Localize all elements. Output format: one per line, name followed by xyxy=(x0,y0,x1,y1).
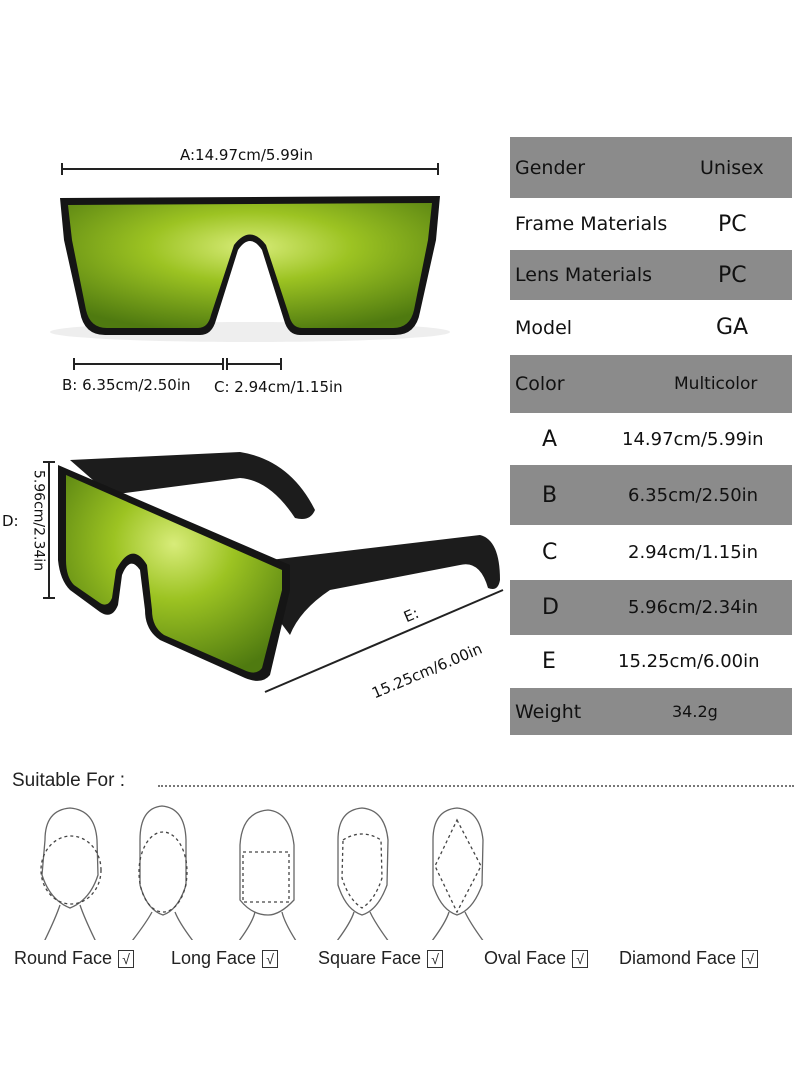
face-label: Square Face xyxy=(318,948,422,968)
dimension-e-line xyxy=(264,589,504,693)
spec-label: A xyxy=(542,426,558,452)
spec-value: 6.35cm/2.50in xyxy=(628,484,759,506)
lens-angled xyxy=(66,475,282,673)
dimension-a-label: A:14.97cm/5.99in xyxy=(180,146,313,164)
face-option-square: Square Face √ xyxy=(318,948,444,969)
dimension-b-label: B: 6.35cm/2.50in xyxy=(62,376,191,394)
spec-label: Weight xyxy=(515,700,582,723)
dimension-d-label: D: xyxy=(2,512,19,530)
face-option-diamond: Diamond Face √ xyxy=(619,948,759,969)
spec-label: E xyxy=(542,649,556,674)
spec-row-b: B 6.35cm/2.50in xyxy=(510,465,792,525)
face-option-oval: Oval Face √ xyxy=(484,948,589,969)
face-option-long: Long Face √ xyxy=(171,948,279,969)
spec-value: PC xyxy=(718,262,747,288)
near-temple xyxy=(270,535,500,635)
spec-value: Multicolor xyxy=(674,374,758,394)
spec-value: 34.2g xyxy=(672,702,718,721)
spec-label: Lens Materials xyxy=(515,264,653,286)
spec-value: PC xyxy=(718,211,747,237)
face-label: Round Face xyxy=(14,948,113,968)
face-label: Oval Face xyxy=(484,948,567,968)
diamond-face-icon xyxy=(431,807,484,940)
spec-label: Model xyxy=(515,316,573,339)
spec-value: Unisex xyxy=(700,156,764,179)
checkbox-checked-icon: √ xyxy=(742,950,759,969)
checkbox-checked-icon: √ xyxy=(118,950,135,969)
face-option-round: Round Face √ xyxy=(14,948,135,969)
spec-row-weight: Weight 34.2g xyxy=(510,688,792,735)
spec-value: 14.97cm/5.99in xyxy=(622,428,764,450)
spec-row-e: E 15.25cm/6.00in xyxy=(510,635,792,688)
spec-row-a: A 14.97cm/5.99in xyxy=(510,413,792,465)
spec-row-gender: Gender Unisex xyxy=(510,137,792,198)
spec-label: Color xyxy=(515,373,565,395)
checkbox-checked-icon: √ xyxy=(262,950,279,969)
spec-row-color: Color Multicolor xyxy=(510,355,792,413)
checkbox-checked-icon: √ xyxy=(572,950,589,969)
dimension-d-value: 5.96cm/2.34in xyxy=(30,469,47,572)
spec-table: Gender Unisex Frame Materials PC Lens Mate… xyxy=(510,137,792,735)
spec-row-d: D 5.96cm/2.34in xyxy=(510,580,792,635)
checkbox-checked-icon: √ xyxy=(427,950,444,969)
far-temple xyxy=(70,452,315,519)
suitable-for-title: Suitable For : xyxy=(12,770,125,791)
spec-row-lens-materials: Lens Materials PC xyxy=(510,250,792,300)
spec-label: D xyxy=(542,595,559,620)
dotted-divider xyxy=(158,785,794,787)
face-label: Diamond Face xyxy=(619,948,737,968)
square-face-icon xyxy=(238,809,297,940)
spec-value: GA xyxy=(716,315,749,340)
oval-face-icon xyxy=(336,807,389,940)
round-face-icon xyxy=(40,807,102,940)
spec-label: B xyxy=(542,482,558,508)
spec-value: 2.94cm/1.15in xyxy=(628,542,759,563)
spec-value: 5.96cm/2.34in xyxy=(628,597,759,618)
front-view-sunglasses xyxy=(50,163,450,370)
spec-label: Gender xyxy=(515,156,586,179)
spec-label: C xyxy=(542,540,558,565)
dimension-c-label: C: 2.94cm/1.15in xyxy=(214,378,343,396)
face-label: Long Face xyxy=(171,948,257,968)
angled-view-sunglasses xyxy=(43,452,504,693)
spec-row-frame-materials: Frame Materials PC xyxy=(510,198,792,250)
spec-value: 15.25cm/6.00in xyxy=(618,651,760,672)
lens-front xyxy=(68,203,432,328)
spec-row-c: C 2.94cm/1.15in xyxy=(510,525,792,580)
spec-label: Frame Materials xyxy=(515,213,668,235)
spec-row-model: Model GA xyxy=(510,300,792,355)
face-shape-illustrations xyxy=(40,805,484,940)
long-face-icon xyxy=(132,805,194,940)
